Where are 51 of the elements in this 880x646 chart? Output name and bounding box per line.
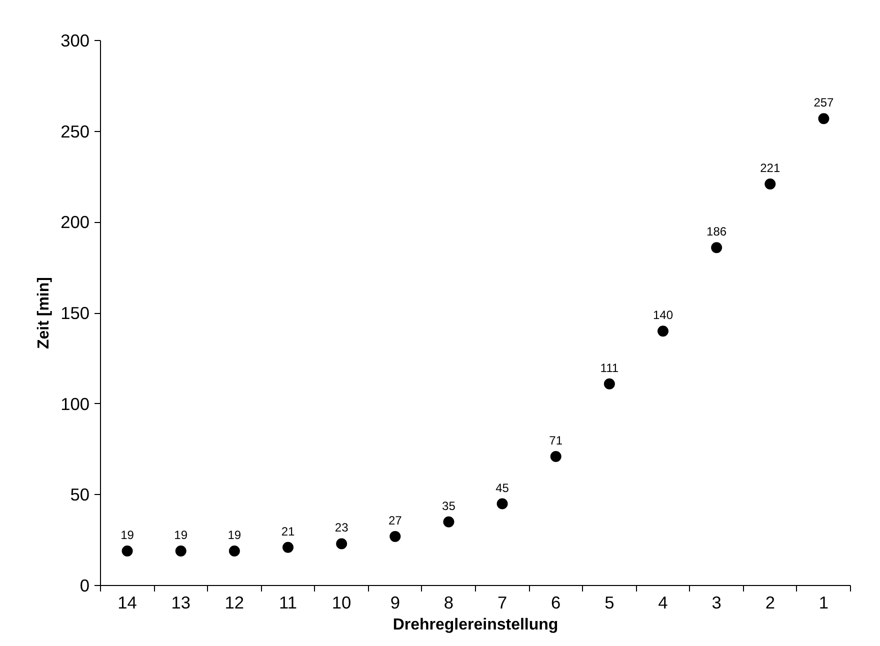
point — [390, 530, 401, 542]
x-tick-label: 1 — [818, 592, 829, 612]
data-label: 27 — [388, 513, 402, 528]
data-label: 71 — [549, 434, 563, 448]
data-label: 21 — [281, 524, 295, 538]
data-label: 221 — [760, 161, 780, 176]
point — [550, 451, 562, 462]
point — [658, 326, 668, 337]
y-tick-label: 250 — [60, 121, 90, 142]
data-label: 140 — [652, 308, 674, 322]
x-tick-label: 12 — [224, 592, 244, 612]
data-label: 19 — [120, 528, 134, 542]
x-tick-label: 4 — [658, 592, 668, 612]
x-tick-label: 5 — [604, 592, 614, 612]
y-tick-label: 50 — [70, 484, 90, 505]
y-tick-label: 200 — [60, 212, 90, 232]
x-tick-label: 7 — [497, 592, 508, 612]
x-tick-label: 11 — [279, 592, 298, 612]
x-axis-title: Drehreglereinstellung — [392, 616, 558, 634]
data-label: 186 — [706, 224, 727, 239]
x-tick-label: 10 — [332, 592, 352, 612]
point — [443, 516, 454, 528]
point — [228, 545, 240, 556]
data-label: 45 — [496, 480, 510, 495]
point — [122, 545, 133, 556]
x-tick-label: 14 — [118, 592, 138, 612]
y-axis-title: Zeit [min] — [36, 276, 53, 349]
x-tick-label: 13 — [171, 592, 190, 612]
data-label: 111 — [600, 360, 619, 375]
point — [282, 542, 294, 553]
y-tick-label: 0 — [80, 576, 90, 596]
data-label: 23 — [334, 520, 349, 535]
point — [711, 242, 722, 254]
y-tick-label: 150 — [60, 303, 90, 323]
data-label: 257 — [814, 96, 834, 110]
point — [764, 178, 776, 190]
point — [336, 538, 348, 550]
point — [496, 498, 508, 510]
point — [175, 545, 186, 556]
y-tick-label: 100 — [60, 394, 90, 414]
point — [604, 378, 615, 390]
x-tick-label: 3 — [712, 592, 722, 612]
x-tick-label: 9 — [390, 592, 400, 612]
x-tick-label: 6 — [551, 592, 561, 612]
data-label: 35 — [442, 498, 456, 513]
data-label: 19 — [228, 528, 242, 542]
data-label: 19 — [174, 528, 188, 542]
point — [818, 113, 830, 124]
x-tick-label: 8 — [444, 592, 454, 612]
x-tick-label: 2 — [765, 592, 775, 612]
y-tick-label: 300 — [60, 30, 90, 50]
